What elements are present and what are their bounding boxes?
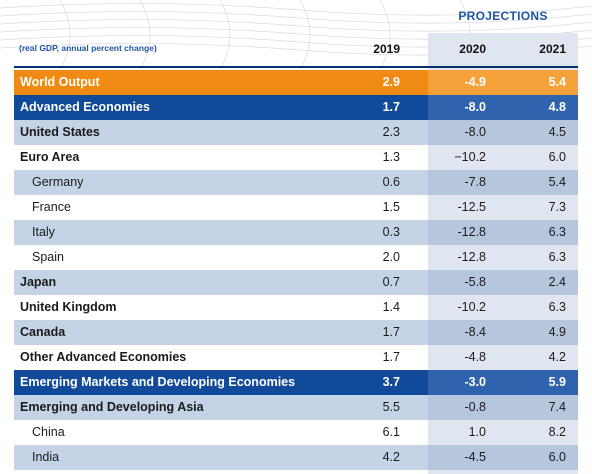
value-2019: 1.4 bbox=[382, 300, 400, 314]
table-row-italy: Italy 0.3 -12.8 6.3 bbox=[14, 220, 578, 245]
row-label: Germany bbox=[32, 175, 84, 189]
value-2021: 4.2 bbox=[548, 350, 566, 364]
row-label: India bbox=[32, 450, 60, 464]
table-row-emerging-markets: Emerging Markets and Developing Economie… bbox=[14, 370, 578, 395]
table-header: (real GDP, annual percent change) 2019 2… bbox=[14, 39, 578, 61]
year-header-2020: 2020 bbox=[459, 42, 486, 56]
value-2021: 6.3 bbox=[548, 225, 566, 239]
table-row-emerging-asia: Emerging and Developing Asia 5.5 -0.8 7.… bbox=[14, 395, 578, 420]
value-2020: -12.5 bbox=[457, 200, 487, 214]
table-row-india: India 4.2 -4.5 6.0 bbox=[14, 445, 578, 470]
table-row-france: France 1.5 -12.5 7.3 bbox=[14, 195, 578, 220]
value-2020: -0.8 bbox=[464, 400, 486, 414]
value-2021: 7.3 bbox=[548, 200, 566, 214]
value-2019: 1.3 bbox=[382, 150, 400, 164]
value-2019: 2.0 bbox=[382, 250, 400, 264]
table-row-world-output: World Output 2.9 -4.9 5.4 bbox=[14, 70, 578, 95]
row-label: Italy bbox=[32, 225, 55, 239]
row-label: Emerging and Developing Asia bbox=[20, 400, 204, 414]
value-2021: 6.3 bbox=[548, 250, 566, 264]
value-2019: 1.7 bbox=[382, 325, 400, 339]
value-2020: -8.4 bbox=[464, 325, 486, 339]
value-2021: 5.4 bbox=[548, 175, 566, 189]
table-row-euro-area: Euro Area 1.3 −10.2 6.0 bbox=[14, 145, 578, 170]
row-label: World Output bbox=[20, 75, 100, 89]
value-2021: 6.3 bbox=[548, 300, 566, 314]
value-2019: 5.5 bbox=[382, 400, 400, 414]
value-2019: 0.3 bbox=[382, 225, 400, 239]
value-2021: 7.4 bbox=[548, 400, 566, 414]
value-2020: -3.0 bbox=[464, 375, 486, 389]
value-2020: -12.8 bbox=[457, 225, 487, 239]
row-label: Japan bbox=[20, 275, 57, 289]
value-2019: 3.7 bbox=[382, 375, 400, 389]
table-row-japan: Japan 0.7 -5.8 2.4 bbox=[14, 270, 578, 295]
row-label: Euro Area bbox=[20, 150, 80, 164]
value-2019: 4.2 bbox=[382, 450, 400, 464]
table-row-canada: Canada 1.7 -8.4 4.9 bbox=[14, 320, 578, 345]
row-label: Canada bbox=[20, 325, 66, 339]
background-wave-pattern bbox=[0, 0, 592, 70]
header-divider bbox=[14, 66, 578, 68]
value-2020: -8.0 bbox=[464, 125, 486, 139]
value-2020: -12.8 bbox=[457, 250, 487, 264]
row-label: Other Advanced Economies bbox=[20, 350, 187, 364]
value-2020: -5.8 bbox=[464, 275, 486, 289]
table-row-china: China 6.1 1.0 8.2 bbox=[14, 420, 578, 445]
value-2019: 1.5 bbox=[382, 200, 400, 214]
row-label: Emerging Markets and Developing Economie… bbox=[20, 375, 296, 389]
value-2020: -10.2 bbox=[457, 300, 487, 314]
row-label: Advanced Economies bbox=[20, 100, 150, 114]
row-label: United Kingdom bbox=[20, 300, 117, 314]
table-row-united-states: United States 2.3 -8.0 4.5 bbox=[14, 120, 578, 145]
value-2019: 0.6 bbox=[382, 175, 400, 189]
projections-label: PROJECTIONS bbox=[458, 9, 548, 23]
value-2020: -4.8 bbox=[464, 350, 486, 364]
value-2021: 6.0 bbox=[548, 450, 566, 464]
value-2021: 4.8 bbox=[548, 100, 566, 114]
value-2021: 8.2 bbox=[548, 425, 566, 439]
value-2021: 5.9 bbox=[548, 375, 566, 389]
table-row-other-advanced-economies: Other Advanced Economies 1.7 -4.8 4.2 bbox=[14, 345, 578, 370]
value-2019: 2.9 bbox=[382, 75, 400, 89]
value-2021: 4.9 bbox=[548, 325, 566, 339]
row-label: United States bbox=[20, 125, 100, 139]
gdp-table: World Output 2.9 -4.9 5.4 Advanced Econo… bbox=[14, 70, 578, 470]
value-2020: -7.8 bbox=[464, 175, 486, 189]
row-label: France bbox=[32, 200, 71, 214]
year-header-2021: 2021 bbox=[539, 42, 566, 56]
table-row-advanced-economies: Advanced Economies 1.7 -8.0 4.8 bbox=[14, 95, 578, 120]
value-2020: -4.5 bbox=[464, 450, 486, 464]
value-2019: 0.7 bbox=[382, 275, 400, 289]
value-2021: 2.4 bbox=[548, 275, 566, 289]
value-2020: −10.2 bbox=[454, 150, 486, 164]
value-2019: 2.3 bbox=[382, 125, 400, 139]
value-2021: 6.0 bbox=[548, 150, 566, 164]
row-label: China bbox=[32, 425, 65, 439]
value-2019: 6.1 bbox=[382, 425, 400, 439]
table-row-germany: Germany 0.6 -7.8 5.4 bbox=[14, 170, 578, 195]
value-2021: 5.4 bbox=[548, 75, 566, 89]
year-header-2019: 2019 bbox=[373, 42, 400, 56]
value-2019: 1.7 bbox=[382, 350, 400, 364]
value-2020: -8.0 bbox=[464, 100, 486, 114]
table-row-spain: Spain 2.0 -12.8 6.3 bbox=[14, 245, 578, 270]
table-row-united-kingdom: United Kingdom 1.4 -10.2 6.3 bbox=[14, 295, 578, 320]
value-2021: 4.5 bbox=[548, 125, 566, 139]
value-2019: 1.7 bbox=[382, 100, 400, 114]
row-label: Spain bbox=[32, 250, 64, 264]
value-2020: -4.9 bbox=[464, 75, 486, 89]
unit-note: (real GDP, annual percent change) bbox=[19, 43, 157, 53]
value-2020: 1.0 bbox=[468, 425, 486, 439]
